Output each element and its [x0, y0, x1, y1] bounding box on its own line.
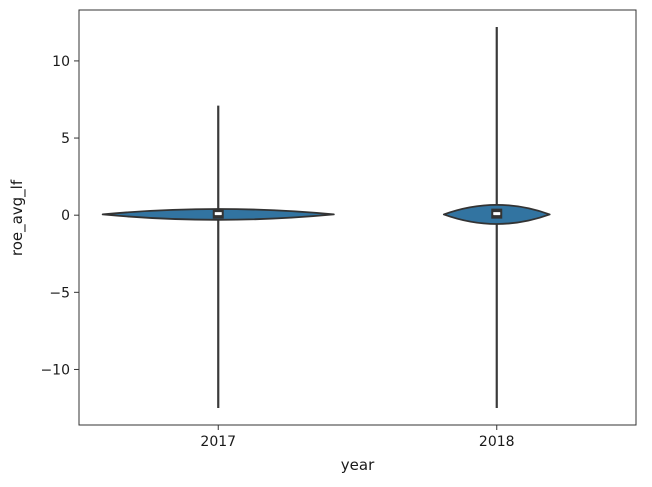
x-tick-label: 2017 — [200, 434, 236, 450]
y-axis-label: roe_avg_lf — [8, 179, 26, 257]
y-tick-label: 0 — [61, 208, 70, 224]
y-tick-label: 10 — [52, 54, 70, 70]
x-axis-label: year — [340, 456, 375, 474]
violin-2017-median-dash — [214, 212, 222, 216]
y-tick-label: −10 — [40, 362, 70, 378]
violin-2018-median-dash — [493, 212, 501, 216]
y-tick-label: −5 — [49, 285, 70, 301]
y-tick-label: 5 — [61, 131, 70, 147]
x-tick-label: 2018 — [479, 434, 515, 450]
